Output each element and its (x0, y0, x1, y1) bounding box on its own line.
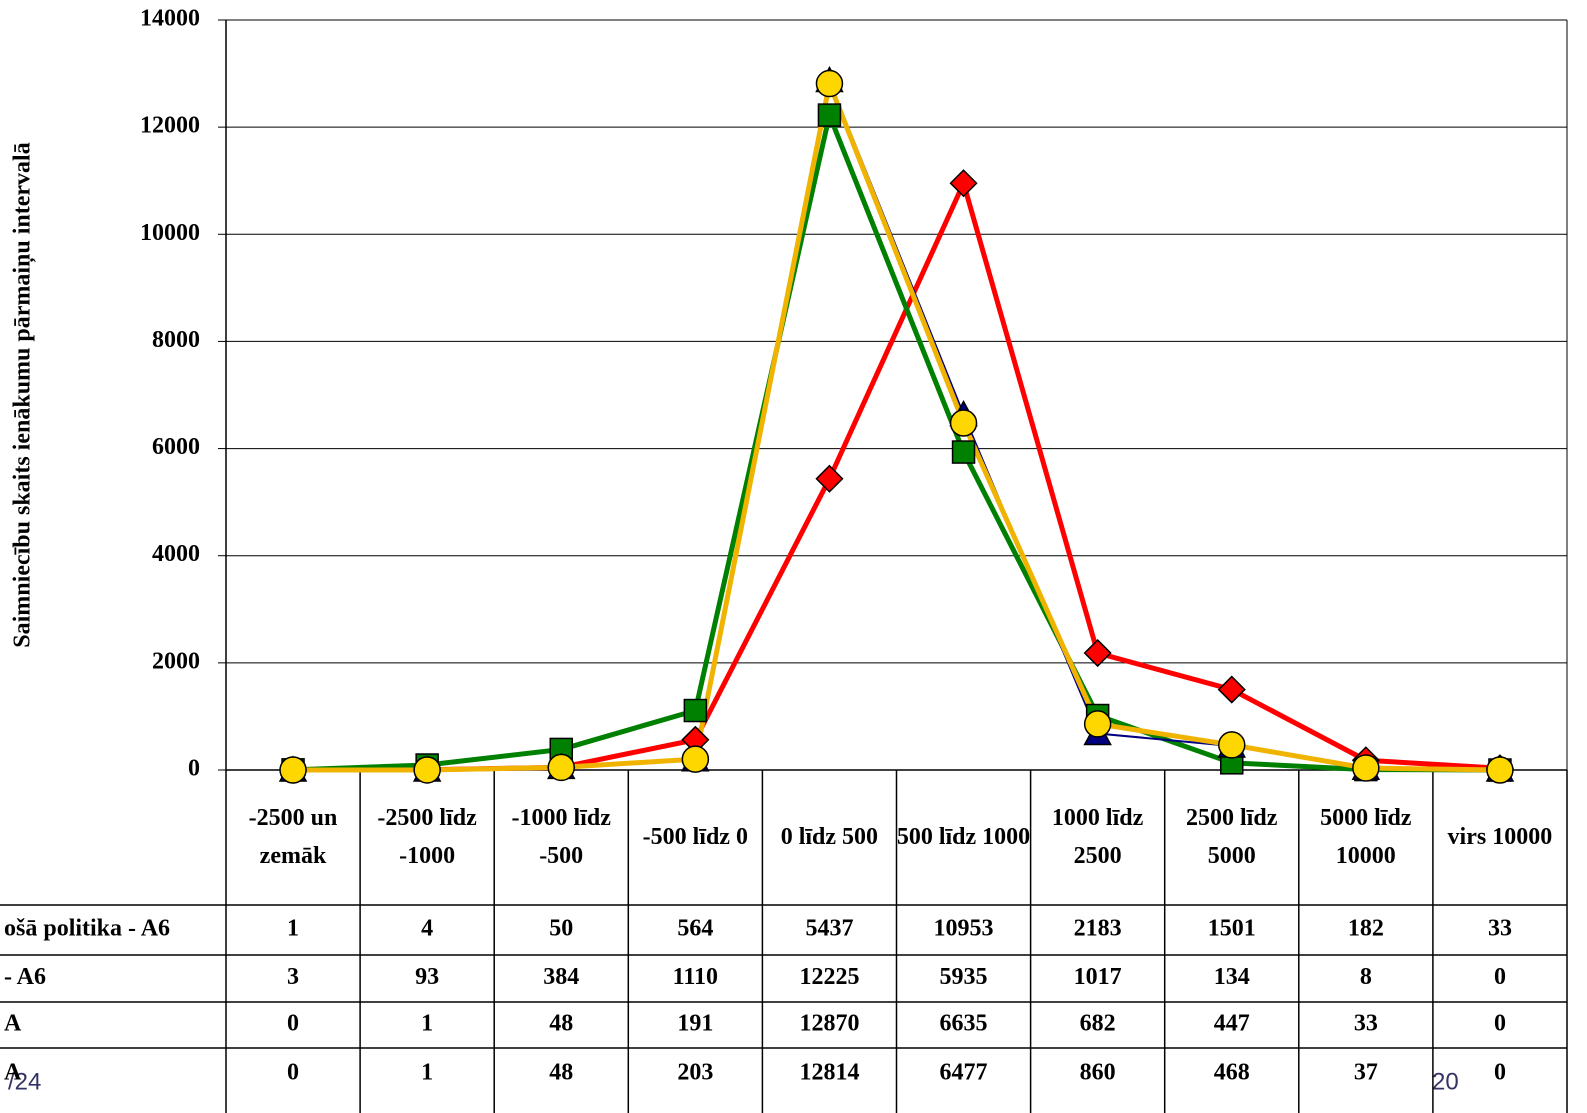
marker (683, 698, 708, 723)
data-label: 134 (1214, 964, 1250, 990)
data-label: 1110 (673, 964, 718, 990)
x-tick-label: -1000 līdz -500 (511, 805, 611, 869)
data-label: 50 (549, 916, 573, 942)
legend-label: ošā politika - A6 (4, 916, 170, 942)
x-tick-label: -500 līdz 0 (642, 823, 748, 850)
data-label: 182 (1348, 916, 1384, 942)
data-label: 12870 (799, 1011, 859, 1037)
data-label: 33 (1488, 916, 1512, 942)
data-label: 384 (543, 964, 579, 990)
data-label: 10953 (934, 916, 994, 942)
category-cell: -2500 līdz -1000 (377, 805, 477, 869)
data-label: 468 (1214, 1060, 1250, 1086)
x-tick-label: 5000 līdz 10000 (1320, 805, 1412, 869)
footer-right: 20 (1432, 1068, 1459, 1095)
x-tick-label: virs 10000 (1447, 823, 1553, 850)
marker (949, 169, 978, 198)
category-cell: 2500 līdz 5000 (1186, 805, 1278, 869)
data-label: 93 (415, 964, 439, 990)
marker (951, 440, 976, 464)
marker (279, 756, 307, 784)
data-label: 3 (287, 964, 299, 990)
category-cell: virs 10000 (1447, 823, 1553, 850)
series-line (293, 79, 1500, 771)
y-tick-label: 4000 (152, 541, 200, 567)
data-label: 1017 (1074, 964, 1122, 990)
marker (1486, 756, 1514, 784)
data-label: 447 (1214, 1011, 1250, 1037)
y-tick-label: 6000 (152, 434, 200, 460)
x-tick-label: 2500 līdz 5000 (1186, 805, 1278, 869)
marker (1083, 710, 1112, 738)
data-label: 860 (1080, 1060, 1116, 1086)
data-label: 1501 (1208, 916, 1256, 942)
marker (949, 409, 978, 437)
data-label: 4 (421, 916, 433, 942)
marker (413, 756, 441, 784)
data-label: 2183 (1074, 916, 1122, 942)
data-label: 0 (1494, 1060, 1506, 1086)
category-cell: 5000 līdz 10000 (1320, 805, 1412, 869)
marker (815, 69, 844, 98)
data-label: 0 (1494, 964, 1506, 990)
x-tick-label: -2500 līdz -1000 (377, 805, 477, 869)
x-tick-label: 1000 līdz 2500 (1051, 805, 1144, 869)
y-tick-label: 0 (188, 756, 200, 782)
y-tick-label: 8000 (152, 327, 200, 353)
marker (1218, 731, 1246, 759)
data-label: 0 (287, 1060, 299, 1086)
data-label: 33 (1354, 1011, 1378, 1037)
data-label: 37 (1354, 1060, 1378, 1086)
data-label: 191 (677, 1011, 713, 1037)
marker (815, 464, 844, 493)
x-tick-label: 500 līdz 1000 (896, 823, 1031, 850)
y-tick-label: 10000 (140, 220, 200, 246)
data-label: 6477 (940, 1060, 988, 1086)
data-label: 564 (677, 916, 713, 942)
marker (1352, 754, 1380, 782)
legend-label: A (4, 1011, 22, 1037)
y-axis-label: Saimniecību skaits ienākumu pārmaiņu int… (10, 142, 37, 647)
series-line (292, 112, 1500, 773)
legend-label: A (4, 1060, 22, 1086)
marker (1217, 675, 1246, 704)
marker (681, 745, 710, 773)
y-tick-label: 2000 (152, 648, 200, 674)
x-tick-label: -2500 un zemāk (248, 805, 338, 869)
data-label: 1 (287, 916, 299, 942)
x-tick-label: 0 līdz 500 (780, 823, 879, 850)
category-cell: 1000 līdz 2500 (1051, 805, 1144, 869)
category-cell: -2500 un zemāk (248, 805, 338, 869)
data-label: 682 (1080, 1011, 1116, 1037)
y-tick-label: 14000 (140, 6, 200, 32)
data-label: 5935 (940, 964, 988, 990)
legend-label: - A6 (4, 964, 46, 990)
marker (817, 103, 842, 127)
category-cell: -500 līdz 0 (642, 823, 748, 850)
footer-left: /24 (8, 1068, 41, 1095)
series-line (293, 180, 1501, 773)
data-label: 1 (421, 1011, 433, 1037)
data-label: 5437 (805, 916, 853, 942)
category-cell: 500 līdz 1000 (896, 823, 1031, 850)
category-cell: 0 līdz 500 (780, 823, 879, 850)
data-label: 203 (677, 1060, 713, 1086)
y-tick-label: 12000 (140, 113, 200, 139)
series-line (293, 81, 1500, 773)
data-label: 0 (287, 1011, 299, 1037)
data-label: 48 (549, 1011, 573, 1037)
data-label: 48 (549, 1060, 573, 1086)
data-label: 1 (421, 1060, 433, 1086)
marker (547, 753, 575, 782)
data-label: 12225 (799, 964, 859, 990)
marker (1083, 638, 1112, 668)
data-label: 6635 (940, 1011, 988, 1037)
category-cell: -1000 līdz -500 (511, 805, 611, 869)
data-label: 0 (1494, 1011, 1506, 1037)
data-label: 8 (1360, 964, 1372, 990)
data-label: 12814 (799, 1060, 859, 1086)
